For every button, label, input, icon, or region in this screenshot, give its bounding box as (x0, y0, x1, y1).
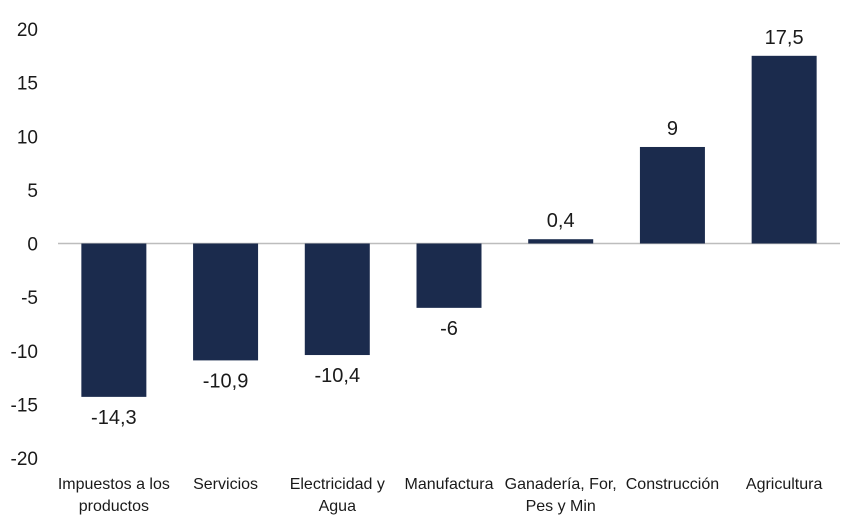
category-label: Ganadería, For, Pes y Min (505, 476, 617, 515)
y-tick-label: -20 (11, 449, 38, 470)
bar (193, 243, 259, 361)
bar (751, 55, 817, 244)
category-label: Manufactura (405, 476, 494, 493)
data-label: 17,5 (765, 27, 804, 49)
category-label-line: Agua (319, 498, 356, 515)
category-label: Agricultura (746, 476, 823, 493)
category-label-line: Agricultura (746, 476, 823, 493)
data-label: -14,3 (91, 407, 137, 429)
data-label: 0,4 (547, 210, 575, 232)
data-label: 9 (667, 118, 678, 140)
category-label: Impuestos a los productos (58, 476, 170, 515)
bar (81, 243, 147, 397)
category-label-line: Ganadería, For, (505, 476, 617, 493)
category-label: Construcción (626, 476, 719, 493)
category-label-line: productos (79, 498, 149, 515)
data-label: -10,4 (314, 365, 360, 387)
bar (304, 243, 370, 356)
data-label: -6 (440, 318, 458, 340)
y-tick-label: 10 (17, 127, 38, 148)
bar (639, 146, 705, 244)
y-tick-label: -15 (11, 395, 38, 416)
bar (528, 239, 594, 244)
category-label-line: Manufactura (405, 476, 494, 493)
y-tick-label: 5 (27, 181, 38, 202)
category-label-line: Impuestos a los (58, 476, 170, 493)
y-tick-label: 15 (17, 74, 38, 95)
category-label-line: Pes y Min (526, 498, 596, 515)
data-label: -10,9 (203, 370, 249, 392)
y-tick-label: -10 (11, 342, 38, 363)
category-label-line: Servicios (193, 476, 258, 493)
category-label: Servicios (193, 476, 258, 493)
y-tick-label: 0 (27, 235, 38, 256)
category-label: Electricidad y Agua (290, 476, 385, 515)
category-label-line: Construcción (626, 476, 719, 493)
category-label-line: Electricidad y (290, 476, 385, 493)
y-tick-label: -5 (21, 288, 38, 309)
y-tick-label: 20 (17, 20, 38, 41)
bar (416, 243, 482, 308)
